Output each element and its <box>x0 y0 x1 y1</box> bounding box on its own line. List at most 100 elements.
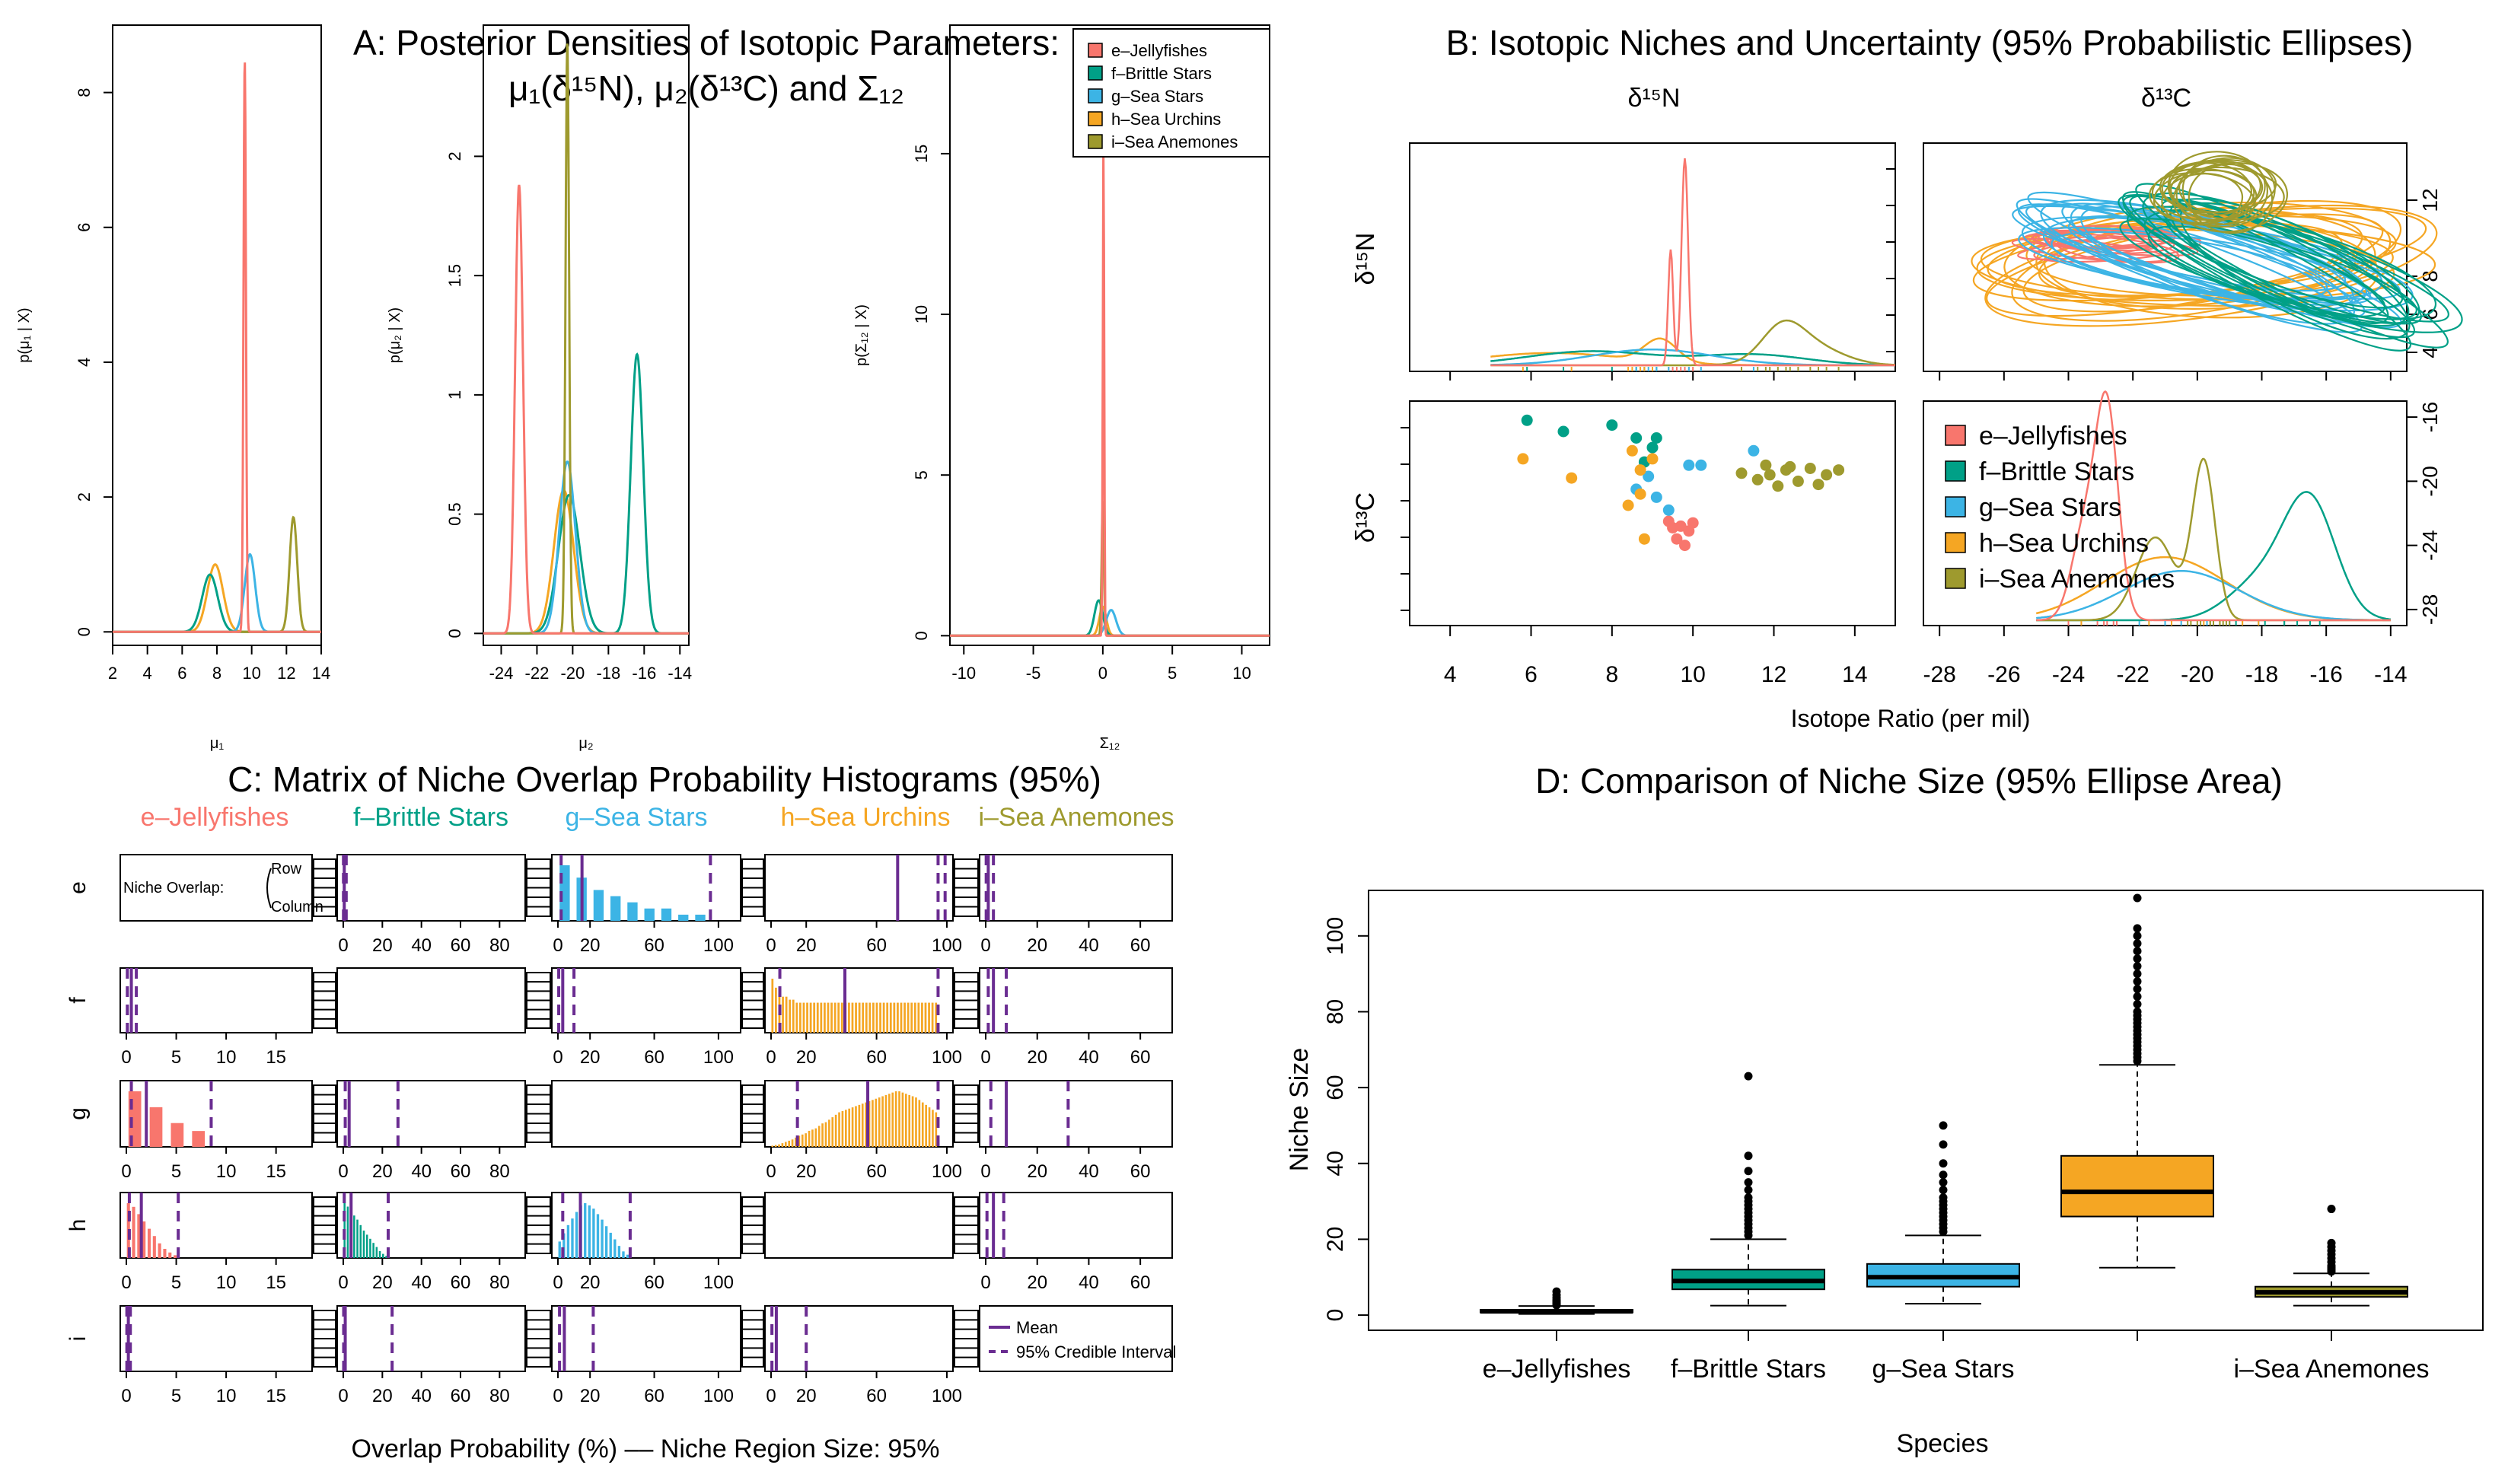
hist-bar <box>814 1128 817 1147</box>
x-tick-label: 12 <box>277 664 295 683</box>
x-tick-label: 0 <box>338 1272 348 1293</box>
x-tick-label: -14 <box>668 664 692 683</box>
hist-bar <box>771 1145 774 1147</box>
y-tick-label: 0 <box>445 629 464 638</box>
y-tick-label: 4 <box>75 358 94 367</box>
x-tick-label: 6 <box>177 664 186 683</box>
x-tick-label: 80 <box>489 1272 510 1293</box>
x-tick-label: -14 <box>2374 662 2407 687</box>
hist-bar <box>841 1110 844 1147</box>
outlier-point <box>2133 1007 2142 1016</box>
x-tick-label: 40 <box>1079 935 1099 956</box>
y-tick-label: 10 <box>912 305 931 323</box>
hist-bar <box>931 1002 934 1033</box>
overlap-cell <box>551 1305 741 1372</box>
point-sea-urchins <box>1638 533 1650 545</box>
hist-bar <box>593 890 604 921</box>
overlap-cell <box>979 1192 1173 1259</box>
hist-bar <box>911 1096 914 1147</box>
outlier-point <box>2133 999 2142 1008</box>
row-letter: e <box>65 881 91 894</box>
panel-a-xlabel-0: μ₁ <box>210 735 225 752</box>
hist-bar <box>356 1219 359 1258</box>
hist-bar <box>851 1002 854 1033</box>
panel-a-title-line2: μ₁(δ¹⁵N), μ₂(δ¹³C) and Σ₁₂ <box>508 68 904 108</box>
hist-bar <box>879 1002 881 1033</box>
hist-bar <box>571 1218 574 1258</box>
density-line-sea-anemones <box>483 43 689 635</box>
hist-bar <box>808 1130 811 1147</box>
y-tick-label: 15 <box>912 145 931 163</box>
overlap-cell <box>336 1080 526 1148</box>
hist-bar <box>900 1002 903 1033</box>
hist-bar <box>788 1140 791 1147</box>
hist-bar <box>158 1243 161 1258</box>
ellipse-brittle-stars <box>2118 193 2449 323</box>
panel-a-sigma12-plot: -10 -5 0 5 10 0 5 10 15 Σ₁₂ p(Σ₁₂ | X) <box>853 24 1270 752</box>
hist-bar <box>821 1123 824 1147</box>
legend-swatch-brittle-stars <box>1945 460 1966 482</box>
column-word: Column <box>271 899 323 916</box>
x-tick-label: 80 <box>489 1161 510 1182</box>
hist-bar <box>613 1239 617 1258</box>
x-tick-label: 100 <box>932 935 962 956</box>
outlier-point <box>2133 939 2142 948</box>
hist-bar <box>346 1206 349 1258</box>
hist-bar <box>791 1139 794 1147</box>
hist-bar <box>789 999 792 1033</box>
x-tick-label: 5 <box>171 1386 181 1406</box>
x-tick-label: 4 <box>1444 662 1457 687</box>
legend-label-jellyfishes: e–Jellyfishes <box>1979 422 2127 451</box>
x-tick-label: 60 <box>451 1386 471 1406</box>
hist-bar <box>661 908 672 921</box>
row-letter: g <box>65 1107 91 1120</box>
x-tick-label: 20 <box>796 935 817 956</box>
point-brittle-stars <box>1606 419 1618 432</box>
x-tick-label: 5 <box>171 1161 181 1182</box>
point-sea-urchins <box>1634 464 1646 476</box>
hist-bar <box>913 1002 916 1033</box>
panel-a: A: Posterior Densities of Isotopic Param… <box>16 23 1270 752</box>
ellipse-brittle-stars <box>2143 209 2437 320</box>
hist-bar <box>820 1002 823 1033</box>
y-tick-label: 0 <box>1323 1309 1348 1322</box>
hist-bar <box>558 1241 561 1258</box>
point-brittle-stars <box>1646 441 1659 454</box>
ellipse-sea-anemones <box>2153 169 2255 224</box>
hist-bar <box>828 1119 830 1147</box>
panel-a-mu1-plot: 2 4 6 8 10 12 14 0 2 4 6 8 μ₁ p(μ₁ | X) <box>16 24 330 752</box>
hist-bar <box>149 1107 163 1147</box>
ellipse-brittle-stars <box>2119 218 2417 320</box>
point-sea-anemones <box>1792 475 1804 487</box>
hist-bar <box>601 1219 604 1258</box>
hist-bar <box>831 1117 834 1147</box>
hist-bar <box>848 1108 851 1147</box>
hist-bar <box>844 1110 847 1147</box>
density-line-brittle-stars <box>113 573 321 633</box>
legend-swatch-sea-anemones <box>1945 568 1966 589</box>
x-tick-label: 40 <box>411 1161 432 1182</box>
panel-b-frame-tr <box>1923 142 2408 372</box>
legend-label-brittle-stars: f–Brittle Stars <box>1111 64 1212 83</box>
outlier-point <box>2133 893 2142 903</box>
panel-d-ylabel: Niche Size <box>1285 1048 1314 1172</box>
x-tick-label: 10 <box>216 1272 237 1293</box>
hist-bar <box>626 1254 629 1258</box>
overlap-cell <box>551 1080 741 1148</box>
panel-a-ylabel-2: p(Σ₁₂ | X) <box>853 304 870 366</box>
hist-bar <box>192 1131 206 1147</box>
hist-bar <box>137 1214 141 1258</box>
x-tick-label: 15 <box>266 1047 286 1068</box>
overlap-cell <box>336 854 526 922</box>
y-tick-label: -28 <box>2418 594 2442 625</box>
y-tick-label: 0 <box>75 627 94 636</box>
point-sea-stars <box>1748 444 1760 457</box>
panel-a-mu2-plot: -24 -22 -20 -18 -16 -14 0 0.5 1 1.5 2 μ₂ p(μ₂ | X) <box>387 24 692 752</box>
x-tick-label: 0 <box>766 935 776 956</box>
outlier-point <box>1744 1186 1753 1195</box>
hist-bar <box>921 1102 924 1147</box>
point-sea-stars <box>1695 459 1707 471</box>
overlap-cell <box>120 1305 313 1372</box>
hist-bar <box>785 996 788 1033</box>
